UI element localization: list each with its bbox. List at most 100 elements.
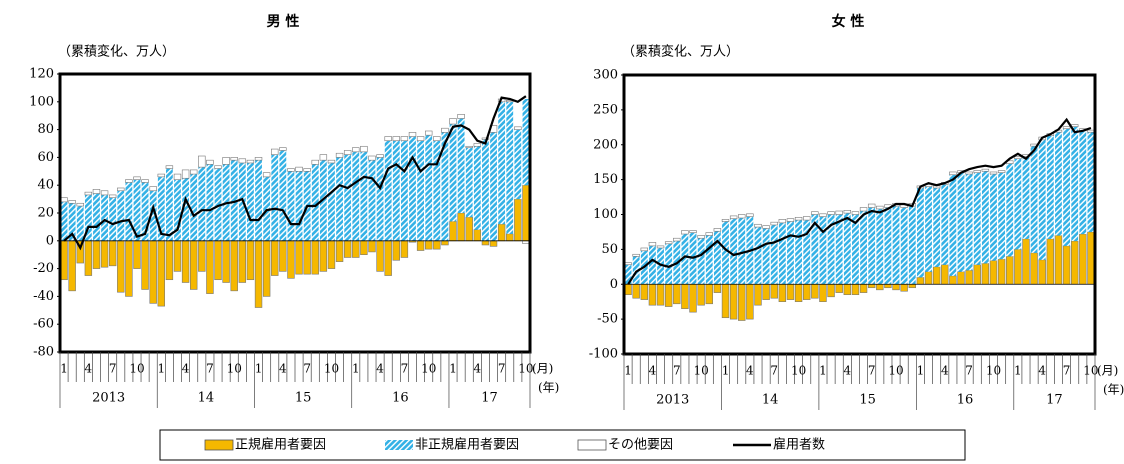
bar [141, 182, 149, 241]
y-tick-label: 60 [37, 150, 54, 165]
bar [665, 243, 673, 285]
bar [279, 240, 287, 272]
bar [465, 147, 473, 218]
bar [957, 172, 965, 272]
bar [254, 240, 263, 308]
bar [481, 240, 490, 246]
bar [117, 240, 125, 293]
bar [60, 197, 68, 203]
bar [514, 126, 522, 130]
bar [117, 190, 125, 241]
bar [230, 160, 238, 241]
bar [624, 262, 632, 266]
year-label: 2013 [92, 391, 125, 406]
bar [433, 136, 441, 142]
bar [108, 240, 117, 267]
bar [713, 283, 722, 293]
bar [384, 136, 392, 142]
bar [303, 168, 311, 172]
bar [392, 136, 400, 142]
bar [271, 240, 279, 276]
year-label: 17 [1046, 393, 1063, 408]
bar [673, 283, 681, 305]
bar [738, 214, 746, 219]
bar [206, 159, 214, 165]
chart-title: 女 性 [832, 13, 865, 30]
y-axis-label: （累積変化、万人） [622, 44, 739, 60]
bar [190, 169, 198, 175]
bar [827, 211, 835, 215]
bar [222, 157, 230, 165]
bar [343, 240, 352, 258]
bar [778, 222, 786, 285]
bar [262, 172, 271, 178]
bar [925, 186, 932, 272]
year-label: 16 [957, 393, 974, 408]
y-tick-label: -100 [589, 347, 618, 362]
bar [489, 240, 498, 247]
bar [997, 170, 1006, 173]
bar [68, 240, 76, 292]
bar [770, 283, 778, 299]
bar [1030, 146, 1038, 253]
y-tick-label: 0 [610, 277, 618, 292]
bar [949, 275, 957, 285]
bar [632, 283, 640, 299]
bar [1079, 233, 1087, 285]
y-tick-label: -20 [33, 261, 54, 276]
x-tick-label: 10 [421, 362, 436, 376]
bar [319, 154, 328, 161]
bar [425, 240, 433, 250]
bar [68, 203, 76, 241]
bar [689, 283, 697, 313]
x-tick-label: 10 [986, 364, 1001, 378]
bar [819, 213, 827, 217]
legend-label: 非正規雇用者要因 [415, 437, 519, 453]
bar [522, 184, 530, 242]
bar [68, 200, 76, 204]
x-tick-label: 1 [917, 364, 925, 378]
bar [697, 283, 705, 306]
x-tick-label: 10 [1083, 364, 1098, 378]
x-tick-label: 1 [157, 362, 165, 376]
bar [400, 240, 409, 258]
bar [327, 159, 336, 164]
bar [990, 174, 997, 261]
x-tick-label: 4 [474, 362, 482, 376]
bar [214, 240, 222, 281]
bar [778, 283, 787, 302]
bar [843, 210, 852, 214]
legend-label: 正規雇用者要因 [235, 437, 326, 453]
bar [76, 202, 84, 207]
x-tick-label: 1 [255, 362, 263, 376]
x-tick-label: 7 [401, 362, 409, 376]
bar [181, 240, 190, 283]
bar [360, 145, 368, 153]
bar [482, 139, 489, 241]
bar [803, 216, 811, 221]
bar [900, 207, 908, 285]
x-tick-label: 1 [60, 362, 68, 376]
legend-swatch [385, 440, 413, 450]
x-tick-label: 1 [624, 364, 632, 378]
bar [214, 165, 222, 169]
bar [84, 240, 93, 276]
bar [1006, 163, 1014, 257]
bar [876, 205, 884, 210]
bar [965, 174, 973, 271]
bar [376, 154, 384, 158]
bar [60, 201, 68, 241]
bar [206, 164, 214, 241]
x-tick-label: 4 [182, 362, 190, 376]
bar [125, 179, 133, 183]
bar [246, 240, 255, 281]
bar [941, 264, 949, 285]
bar [457, 118, 465, 213]
bar [908, 206, 916, 285]
x-tick-label: 7 [206, 362, 214, 376]
bar [989, 171, 998, 175]
y-axis-label: （累積変化、万人） [58, 44, 175, 60]
x-tick-label: 10 [791, 364, 806, 378]
bar [425, 130, 433, 136]
x-tick-label: 4 [649, 364, 657, 378]
